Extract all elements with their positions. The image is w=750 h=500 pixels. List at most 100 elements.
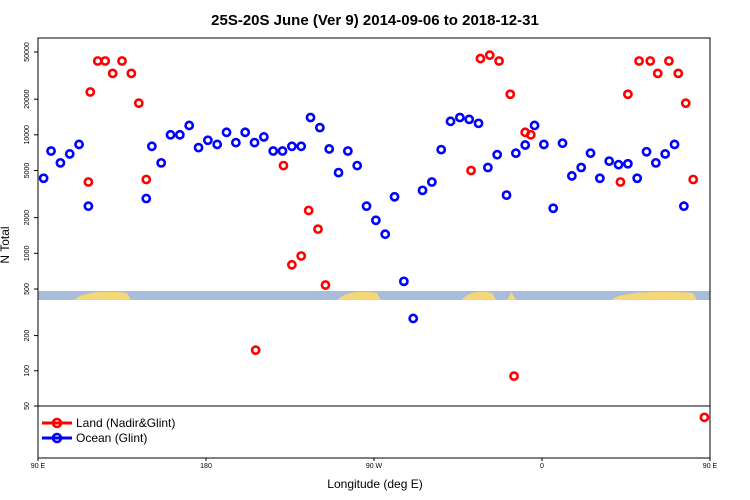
ocean-point: [268, 146, 279, 156]
ocean-point: [146, 141, 157, 152]
land-point: [525, 129, 536, 140]
ocean-point: [64, 149, 75, 159]
ocean-point: [55, 157, 66, 168]
land-south-america: [338, 291, 381, 300]
plot-frame: [37, 37, 711, 459]
land-point: [466, 165, 476, 176]
x-tick-label: 90 E: [703, 463, 718, 470]
x-axis-label: Longitude (deg E): [327, 477, 422, 491]
land-point: [622, 89, 633, 100]
ocean-point: [529, 120, 540, 131]
ocean-point: [212, 139, 223, 150]
ocean-point: [184, 120, 195, 131]
ocean-point: [74, 139, 84, 150]
land-point: [117, 56, 127, 66]
y-tick-label: 50000: [24, 42, 31, 62]
land-point: [509, 371, 519, 382]
ocean-point: [520, 140, 531, 150]
land-point: [141, 174, 152, 185]
ocean-point: [510, 148, 521, 159]
land-point: [320, 280, 331, 290]
ocean-point: [557, 138, 568, 149]
ocean-point: [361, 201, 372, 212]
land-australia-repeat: [612, 291, 697, 300]
ocean-point: [305, 112, 316, 123]
land-point: [313, 224, 323, 235]
land-point: [100, 56, 111, 66]
land-point: [85, 87, 96, 97]
ocean-point: [594, 173, 605, 184]
ocean-point: [342, 146, 353, 156]
ocean-point: [277, 146, 288, 156]
land-point: [278, 160, 289, 171]
land-point: [699, 412, 710, 423]
ocean-point: [669, 139, 680, 150]
ocean-point: [641, 146, 652, 157]
x-tick-label: 180: [200, 463, 212, 470]
ocean-point: [333, 167, 344, 178]
ocean-point: [352, 160, 363, 171]
land-point: [680, 98, 691, 109]
land-point: [634, 56, 644, 66]
y-tick-label: 5000: [24, 163, 31, 179]
y-axis-label: N Total: [0, 226, 12, 263]
ocean-point: [38, 173, 49, 184]
legend-land-marker: [51, 417, 63, 429]
chart-title: 25S-20S June (Ver 9) 2014-09-06 to 2018-…: [211, 12, 539, 29]
ocean-point: [436, 144, 447, 155]
land-point: [133, 98, 144, 109]
land-point: [250, 345, 261, 356]
ocean-point: [408, 313, 419, 324]
ocean-point: [417, 185, 428, 196]
land-point: [664, 56, 674, 66]
ocean-point: [604, 156, 615, 167]
ocean-point: [193, 142, 204, 153]
land-point: [92, 56, 103, 66]
land-madagascar: [507, 291, 516, 300]
y-tick-label: 20000: [24, 89, 31, 109]
ocean-point: [585, 148, 596, 159]
y-tick-label: 500: [24, 283, 31, 295]
ocean-point: [473, 118, 484, 129]
ocean-point: [538, 139, 549, 150]
ocean-point: [613, 159, 624, 170]
ocean-point: [501, 190, 512, 201]
x-tick-label: 90 W: [366, 463, 383, 470]
land-point: [296, 251, 307, 261]
x-tick-label: 90 E: [31, 463, 46, 470]
y-tick-label: 100: [24, 365, 31, 377]
ocean-point: [249, 137, 260, 148]
ocean-point: [230, 137, 241, 148]
legend-ocean-marker: [51, 432, 63, 444]
y-tick-label: 1000: [24, 245, 31, 261]
ocean-point: [660, 149, 671, 159]
ocean-point: [156, 157, 167, 168]
ocean-point: [632, 173, 643, 184]
ocean-point: [482, 162, 493, 173]
ocean-point: [380, 229, 391, 240]
ocean-point: [426, 177, 437, 187]
legend-land-label: Land (Nadir&Glint): [76, 416, 175, 430]
ocean-point: [398, 276, 409, 287]
x-tick-label: 0: [540, 463, 544, 470]
land-point: [505, 89, 516, 100]
land-point: [494, 56, 504, 66]
land-point: [688, 174, 699, 185]
legend-ocean-label: Ocean (Glint): [76, 431, 147, 445]
y-tick-label: 2000: [24, 210, 31, 226]
ocean-point: [240, 127, 251, 138]
ocean-point: [258, 132, 269, 142]
land-point: [286, 259, 297, 270]
ocean-point: [202, 135, 213, 146]
y-tick-label: 200: [24, 330, 31, 342]
land-point: [126, 68, 137, 79]
ocean-point: [678, 201, 689, 212]
ocean-point: [389, 191, 400, 202]
land-point: [303, 205, 314, 216]
ocean-point: [165, 129, 176, 140]
ocean-point: [286, 141, 297, 152]
ocean-point: [83, 201, 94, 212]
ocean-point: [622, 158, 633, 169]
land-africa: [462, 291, 496, 300]
